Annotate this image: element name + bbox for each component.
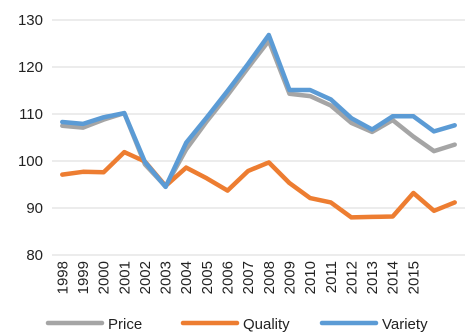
x-tick-label: 1998 [54,261,71,294]
y-tick-label: 110 [19,106,43,123]
x-tick-label: 2014 [385,261,402,294]
x-tick-label: 2000 [96,261,113,294]
y-tick-label: 90 [26,200,43,217]
legend-label-variety: Variety [382,316,428,333]
x-axis-tick-labels: 1998 1999 2000 2001 2002 2003 2004 2005 2006 2007… [54,261,422,294]
x-tick-label: 2003 [158,261,175,294]
y-tick-label: 80 [26,247,43,264]
legend: Price Quality Variety [45,316,428,333]
series-line-quality [60,149,457,220]
y-tick-label: 130 [18,12,43,29]
x-tick-label: 2005 [199,261,216,294]
x-tick-label: 2009 [281,261,298,294]
x-tick-label: 2008 [261,261,278,294]
y-tick-label: 100 [18,153,43,170]
y-axis-tick-labels: 80 90 100 110 120 130 [18,12,43,264]
legend-label-quality: Quality [243,316,290,333]
x-tick-label: 2002 [137,261,154,294]
x-tick-label: 2015 [405,261,422,294]
x-tick-label: 2011 [323,261,340,293]
series-lines [60,32,457,220]
x-tick-label: 1999 [75,261,92,294]
x-tick-label: 2010 [302,261,319,294]
x-tick-label: 2012 [343,261,360,294]
x-tick-label: 2001 [116,261,133,294]
x-tick-label: 2007 [240,261,257,294]
legend-label-price: Price [108,316,142,333]
series-line-variety [60,32,457,190]
y-tick-label: 120 [18,59,43,76]
x-tick-label: 2004 [178,261,195,294]
x-tick-label: 2013 [364,261,381,294]
x-tick-label: 2006 [220,261,237,294]
